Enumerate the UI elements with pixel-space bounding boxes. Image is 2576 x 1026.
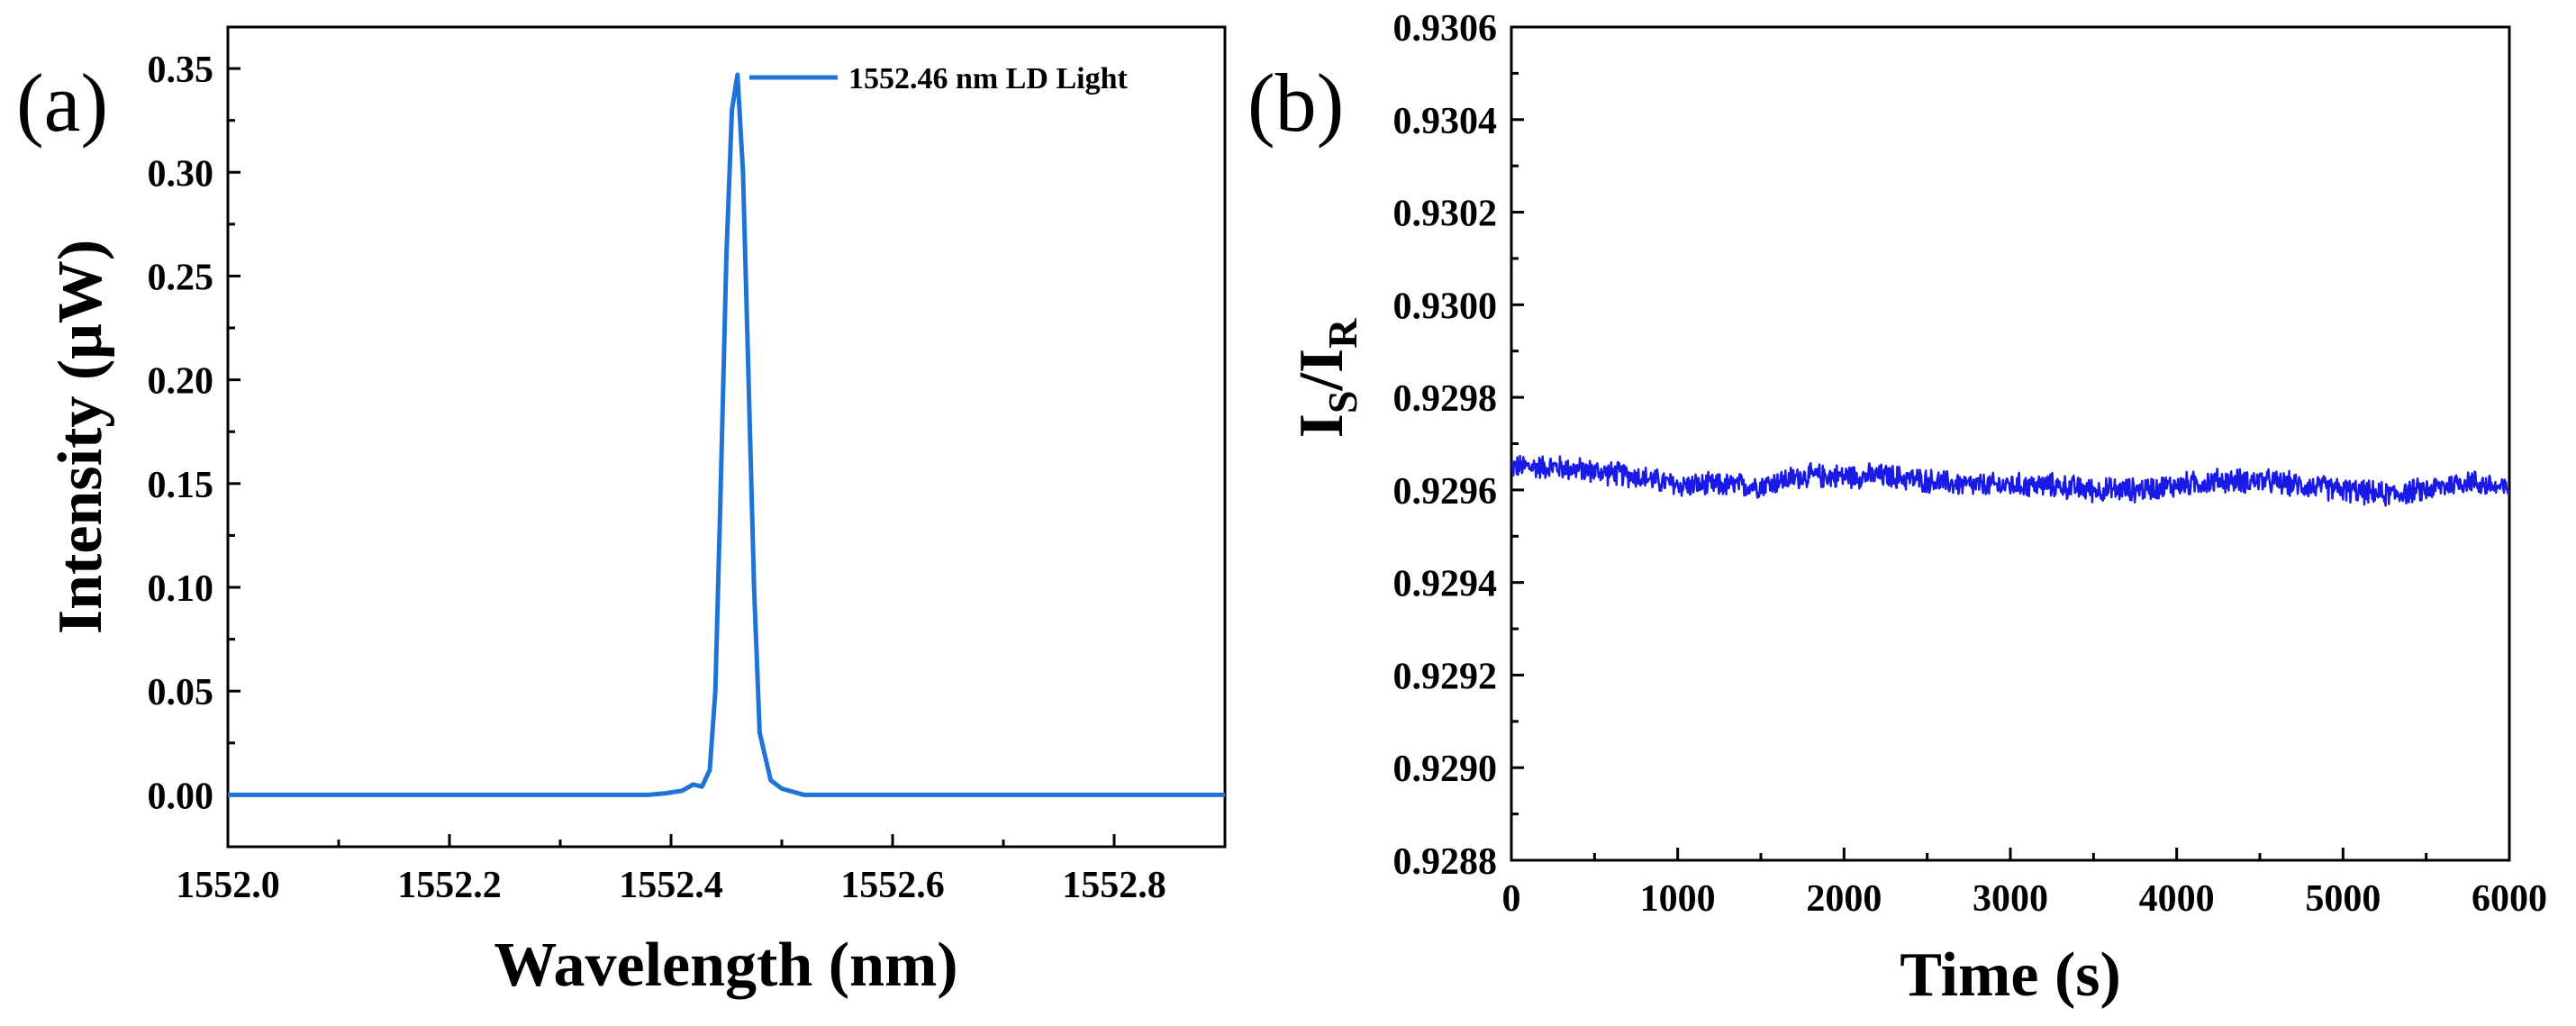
panel-a-y-tick-label: 0.00: [148, 776, 214, 817]
panel-a-x-tick-label: 1552.8: [1062, 865, 1166, 906]
panel-a-y-tick-label: 0.25: [148, 257, 214, 298]
legend-label: 1552.46 nm LD Light: [848, 62, 1128, 95]
panel-a-ticks: 1552.0 1552.2 1552.4 1552.6 1552.8 0.00 0.05 0.…: [148, 50, 1227, 906]
panel-a-chart: (a) 1552.0 1552.2 1552.4 1552.6 1552.8 0.00 0.…: [16, 25, 1227, 1000]
panel-a-x-tick-label: 1552.0: [176, 865, 280, 906]
panel-b-x-axis-title: Time (s): [1900, 940, 2121, 1010]
panel-a-y-axis-title: Intensity (μW): [46, 240, 115, 634]
panel-b-x-tick-label: 3000: [1973, 878, 2048, 920]
panel-a-x-tick-label: 1552.2: [397, 865, 502, 906]
panel-a-legend: 1552.46 nm LD Light: [749, 62, 1128, 95]
panel-b-x-tick-label: 1000: [1640, 878, 1716, 920]
panel-a-x-tick-label: 1552.4: [619, 865, 723, 906]
panel-a-y-tick-label: 0.20: [148, 361, 214, 403]
panel-a-label: (a): [16, 57, 108, 149]
panel-b-y-tick-label: 0.9304: [1393, 101, 1498, 142]
panel-a-y-tick-label: 0.05: [148, 672, 214, 713]
panel-a-x-tick-label: 1552.6: [840, 865, 945, 906]
y-title-i: I: [1287, 413, 1356, 438]
panel-a-y-tick-label: 0.10: [148, 568, 214, 610]
panel-b-x-tick-label: 5000: [2305, 878, 2381, 920]
panel-b-y-tick-label: 0.9290: [1393, 749, 1498, 790]
y-title-sub-r: R: [1320, 318, 1365, 349]
panel-a-axes-frame: [226, 25, 1227, 849]
panel-b-y-axis-title: IS/IR: [1287, 318, 1365, 439]
panel-b-y-tick-label: 0.9306: [1393, 8, 1498, 50]
panel-b-y-tick-label: 0.9294: [1393, 564, 1498, 605]
panel-a-y-tick-label: 0.15: [148, 465, 214, 506]
panel-b-x-tick-label: 0: [1502, 878, 1521, 920]
panel-a-y-tick-label: 0.30: [148, 153, 214, 195]
panel-b-x-tick-label: 2000: [1806, 878, 1882, 920]
y-title-slash-i: /I: [1287, 349, 1356, 392]
panel-b-y-tick-label: 0.9292: [1393, 656, 1498, 697]
panel-b-x-tick-label: 6000: [2472, 878, 2547, 920]
panel-b-y-tick-label: 0.9288: [1393, 841, 1498, 883]
panel-a-x-axis-title: Wavelength (nm): [494, 931, 957, 1000]
panel-b-axes-frame: [1510, 25, 2511, 862]
panel-b-label: (b): [1247, 57, 1344, 149]
panel-b-x-tick-label: 4000: [2139, 878, 2215, 920]
panel-b-y-tick-label: 0.9296: [1393, 471, 1498, 513]
panel-b-ticks: 0 1000 2000 3000 4000 5000 6000 0.9288 0.9290 0.9…: [1393, 8, 2548, 920]
panel-b-y-tick-label: 0.9302: [1393, 194, 1498, 235]
panel-a-y-tick-label: 0.35: [148, 50, 214, 91]
panel-b-chart: (b) 0 1000 2000 3000 4000 5000 6000 0.9288 0.929…: [1247, 8, 2547, 1010]
panel-a-series-line: [228, 72, 1225, 797]
panel-b-series-line: [1511, 454, 2509, 507]
panel-b-y-tick-label: 0.9300: [1393, 286, 1498, 327]
y-title-sub-s: S: [1320, 391, 1365, 414]
panel-b-y-tick-label: 0.9298: [1393, 378, 1498, 420]
